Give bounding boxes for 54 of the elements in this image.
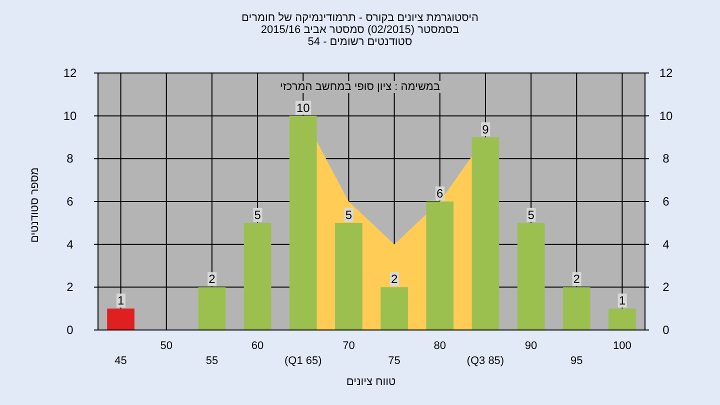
x-axis-title: טווח ציונים <box>346 376 396 388</box>
data-label: 5 <box>254 208 262 222</box>
data-label: 9 <box>482 122 490 136</box>
bar <box>198 287 226 330</box>
y-tick-label: 6 <box>66 194 74 208</box>
y-tick-label: 8 <box>66 152 74 166</box>
bar <box>517 222 545 330</box>
x-tick-label: 50 <box>160 340 172 352</box>
x-tick-label: 70 <box>342 340 355 352</box>
x-tick-label: (Q1 65) <box>284 355 322 367</box>
bar <box>562 287 590 330</box>
data-label: 5 <box>528 208 535 222</box>
data-label: 2 <box>208 272 216 286</box>
data-label: 10 <box>296 100 310 115</box>
x-tick-label: 55 <box>206 355 218 367</box>
y-tick-label: 4 <box>66 237 74 252</box>
bar <box>608 308 636 330</box>
data-label: 2 <box>390 272 398 286</box>
y-tick-label: 10 <box>63 108 77 123</box>
bar <box>426 202 454 330</box>
bar <box>289 116 317 330</box>
text: סטודנטים רשומים - 54 <box>308 36 412 48</box>
bar <box>335 222 362 330</box>
bar <box>107 308 134 330</box>
bar <box>380 287 408 330</box>
x-tick-label: 95 <box>570 355 583 367</box>
y2-tick-label: 6 <box>662 194 670 208</box>
bar <box>472 137 500 330</box>
y-tick-label: 12 <box>63 66 77 80</box>
y2-tick-label: 12 <box>659 66 673 80</box>
x-tick-label: (Q3 85) <box>466 355 504 367</box>
data-label: 1 <box>117 294 124 308</box>
chart-subtitle: בסמסטר (02/2015) סמסטר אביב 2015/16 <box>260 24 460 36</box>
y2-tick-label: 2 <box>662 280 670 294</box>
data-label: 2 <box>573 272 580 286</box>
y2-tick-label: 4 <box>662 237 670 252</box>
y-tick-label: 2 <box>66 280 74 294</box>
y-tick-label: 0 <box>66 323 74 337</box>
y-axis-title: מספר סטודנטים <box>29 167 41 243</box>
y2-tick-label: 10 <box>659 108 673 123</box>
chart-title: היסטוגרמת ציונים בקורס - תרמודינמיקה של חומרים <box>242 12 478 24</box>
y2-tick-label: 8 <box>662 152 670 166</box>
x-tick-label: 80 <box>434 340 446 352</box>
x-tick-label: 100 <box>613 340 632 352</box>
bar <box>244 222 272 330</box>
x-tick-label: 45 <box>114 355 127 367</box>
y2-tick-label: 0 <box>662 323 670 337</box>
data-label: 5 <box>345 208 352 222</box>
x-tick-label: 60 <box>251 340 264 352</box>
data-label: 1 <box>618 294 626 308</box>
x-tick-label: 90 <box>524 340 538 352</box>
x-tick-label: 75 <box>388 355 400 367</box>
annotation: במשימה : ציון סופי במחשב המרכזי <box>280 81 440 93</box>
data-label: 6 <box>436 186 444 200</box>
